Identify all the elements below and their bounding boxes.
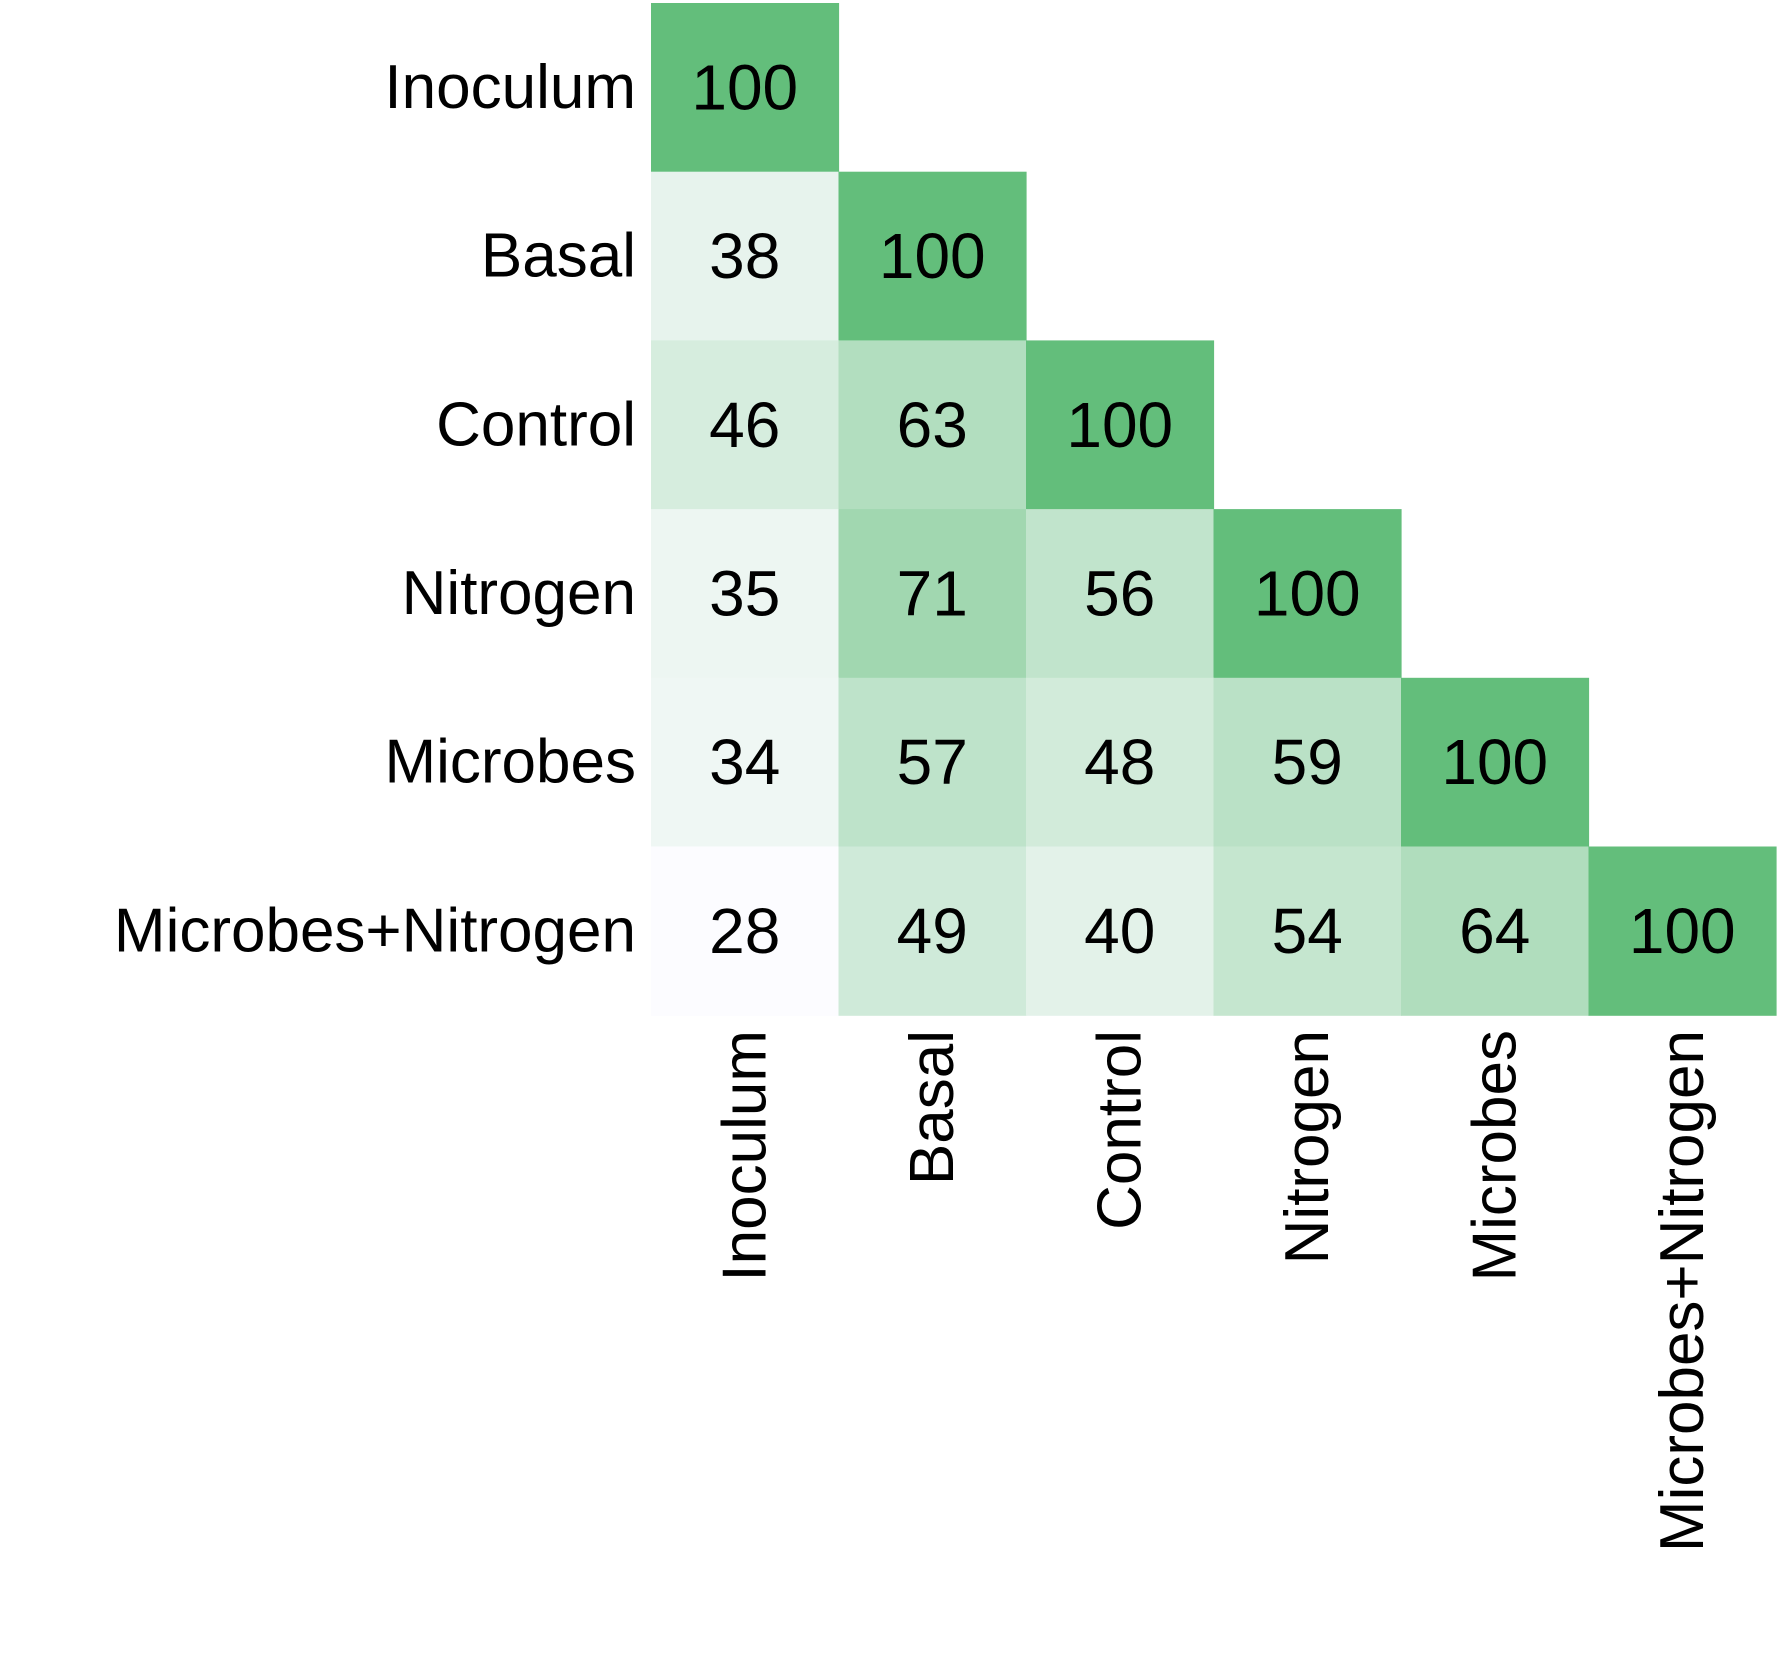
heatmap-cell-microbes-plus-nitrogen-microbes-plus-nitrogen bbox=[1588, 846, 1777, 1016]
heatmap-cell-control-inoculum bbox=[651, 340, 840, 510]
cell-value-label: 71 bbox=[897, 557, 968, 629]
heatmap-cell-microbes-plus-nitrogen-nitrogen bbox=[1213, 846, 1402, 1016]
cell-value-label: 54 bbox=[1272, 895, 1343, 967]
cell-value-label: 100 bbox=[1441, 726, 1548, 798]
row-label-microbes: Microbes bbox=[384, 728, 636, 797]
cell-value-label: 49 bbox=[897, 895, 968, 967]
cell-value-label: 48 bbox=[1084, 726, 1155, 798]
heatmap-cell-basal-inoculum bbox=[651, 171, 840, 341]
column-label-basal: Basal bbox=[898, 1030, 967, 1185]
cell-value-label: 35 bbox=[709, 557, 780, 629]
row-label-microbes-plus-nitrogen: Microbes+Nitrogen bbox=[114, 896, 636, 965]
heatmap-cell-nitrogen-control bbox=[1026, 509, 1215, 679]
heatmap-cell-microbes-plus-nitrogen-microbes bbox=[1401, 846, 1590, 1016]
col-labels-layer: Inoculum Basal Control Nitrogen Microbes Micr… bbox=[710, 1030, 1717, 1552]
row-label-nitrogen: Nitrogen bbox=[402, 559, 636, 628]
column-label-microbes: Microbes bbox=[1460, 1030, 1529, 1282]
heatmap-cell-nitrogen-basal bbox=[838, 509, 1027, 679]
cell-value-label: 56 bbox=[1084, 557, 1155, 629]
cell-value-label: 100 bbox=[1629, 895, 1736, 967]
heatmap-cell-control-basal bbox=[838, 340, 1027, 510]
column-label-control: Control bbox=[1085, 1030, 1154, 1230]
cell-value-label: 64 bbox=[1459, 895, 1530, 967]
row-label-inoculum: Inoculum bbox=[384, 53, 636, 122]
cell-value-label: 57 bbox=[897, 726, 968, 798]
cell-value-label: 59 bbox=[1272, 726, 1343, 798]
cell-value-label: 28 bbox=[709, 895, 780, 967]
heatmap-cell-inoculum-inoculum bbox=[651, 3, 840, 173]
cell-value-label: 38 bbox=[709, 220, 780, 292]
cell-value-label: 63 bbox=[897, 389, 968, 461]
column-label-inoculum: Inoculum bbox=[710, 1030, 779, 1282]
heatmap-cell-microbes-plus-nitrogen-inoculum bbox=[651, 846, 840, 1016]
heatmap-cell-microbes-plus-nitrogen-control bbox=[1026, 846, 1215, 1016]
cell-value-label: 34 bbox=[709, 726, 780, 798]
heatmap-cell-microbes-nitrogen bbox=[1213, 677, 1402, 848]
column-label-microbes-plus-nitrogen: Microbes+Nitrogen bbox=[1648, 1030, 1717, 1552]
heatmap-cell-microbes-basal bbox=[838, 677, 1027, 848]
row-labels-layer: Inoculum Basal Control Nitrogen Microbes Micr… bbox=[114, 53, 636, 965]
cell-value-label: 100 bbox=[691, 51, 798, 123]
heatmap-cell-microbes-control bbox=[1026, 677, 1215, 848]
cells-layer bbox=[651, 3, 1777, 1016]
value-labels-layer: 100 38 100 46 63 100 35 71 56 100 34 57 48 59 100 28 49 4… bbox=[691, 51, 1736, 967]
heatmap-cell-nitrogen-nitrogen bbox=[1213, 509, 1402, 679]
heatmap-cell-nitrogen-inoculum bbox=[651, 509, 840, 679]
cell-value-label: 100 bbox=[1066, 389, 1173, 461]
cell-value-label: 46 bbox=[709, 389, 780, 461]
heatmap-cell-microbes-microbes bbox=[1401, 677, 1590, 848]
column-label-nitrogen: Nitrogen bbox=[1273, 1030, 1342, 1264]
cell-value-label: 100 bbox=[879, 220, 986, 292]
row-label-control: Control bbox=[436, 390, 636, 459]
heatmap-cell-microbes-plus-nitrogen-basal bbox=[838, 846, 1027, 1016]
heatmap-cell-microbes-inoculum bbox=[651, 677, 840, 848]
cell-value-label: 100 bbox=[1254, 557, 1361, 629]
heatmap-cell-control-control bbox=[1026, 340, 1215, 510]
cell-value-label: 40 bbox=[1084, 895, 1155, 967]
heatmap-cell-basal-basal bbox=[838, 171, 1027, 341]
row-label-basal: Basal bbox=[481, 222, 636, 291]
